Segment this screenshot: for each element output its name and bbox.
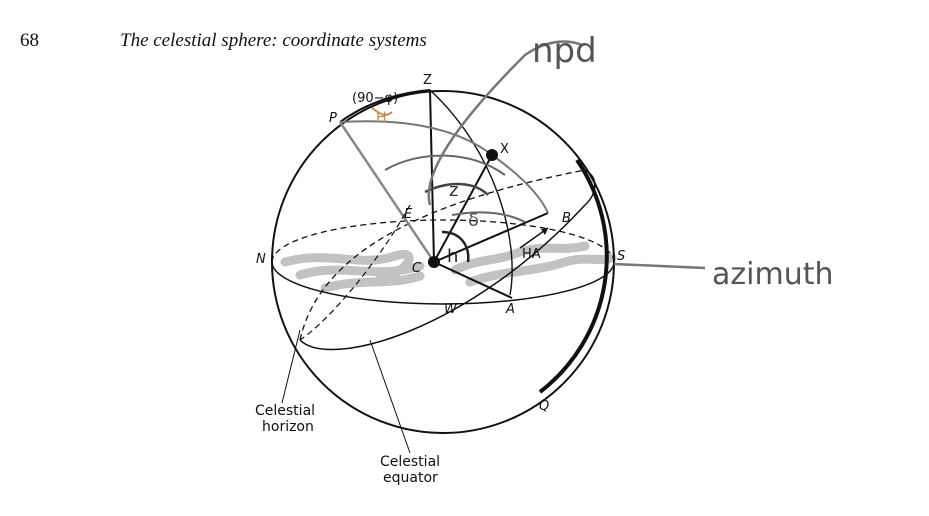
altitude-arc <box>441 230 470 263</box>
label-point-a: A <box>505 302 515 317</box>
vertical-circle <box>429 89 513 296</box>
back-circle-dashed <box>299 204 411 341</box>
azimuth-pointer <box>613 262 706 270</box>
label-south: S <box>617 249 625 264</box>
npd-pointer <box>427 40 583 206</box>
running-title: The celestial sphere: coordinate systems <box>120 30 427 51</box>
zenith-distance-arc <box>424 182 489 196</box>
meridian-arc-heavy <box>538 158 609 394</box>
page-number: 68 <box>20 30 39 51</box>
equator-front <box>299 204 586 351</box>
equator-caption-leader <box>369 339 411 454</box>
npd-angle-arc <box>384 154 506 176</box>
caption-equator-line1: Celestial <box>380 454 440 470</box>
caption-horizon-line2: horizon <box>262 419 314 435</box>
xb-arc <box>491 154 549 214</box>
annotation-zenith-distance: z <box>449 180 458 201</box>
horizon-caption-leader <box>281 329 301 404</box>
label-pole: P <box>329 111 337 126</box>
equator-back <box>299 169 586 341</box>
annotation-azimuth: azimuth <box>712 257 833 292</box>
equator-right-edge <box>584 169 596 206</box>
label-point-q: Q <box>539 399 549 414</box>
centre-point <box>428 256 440 268</box>
ha-arrowhead <box>541 228 548 235</box>
label-hour-angle: HA <box>522 247 541 262</box>
label-point-b: B <box>562 211 571 226</box>
label-centre: C <box>412 261 422 276</box>
declination-arc <box>451 211 526 223</box>
pz-arc <box>339 89 431 123</box>
hour-angle-arc <box>371 107 393 116</box>
annotation-declination: δ <box>468 210 479 231</box>
label-north: N <box>256 252 266 267</box>
caption-horizon-line1: Celestial <box>255 403 315 419</box>
annotation-npd: npd <box>532 31 597 71</box>
label-east: E <box>404 207 413 222</box>
horizon-back <box>271 219 615 263</box>
horizon-front <box>271 261 615 305</box>
horizon-shading <box>280 241 617 293</box>
label-star: X <box>500 142 509 157</box>
px-arc <box>339 120 493 156</box>
pole-line <box>338 121 436 263</box>
star-point <box>486 149 498 161</box>
label-colatitude: (90−φ) <box>352 91 398 106</box>
annotation-hour-angle-symbol: H <box>376 110 387 126</box>
label-zenith: Z <box>423 73 432 88</box>
annotation-altitude: h <box>447 246 458 267</box>
caption-equator-line2: equator <box>383 470 438 486</box>
label-west: W <box>444 302 458 317</box>
